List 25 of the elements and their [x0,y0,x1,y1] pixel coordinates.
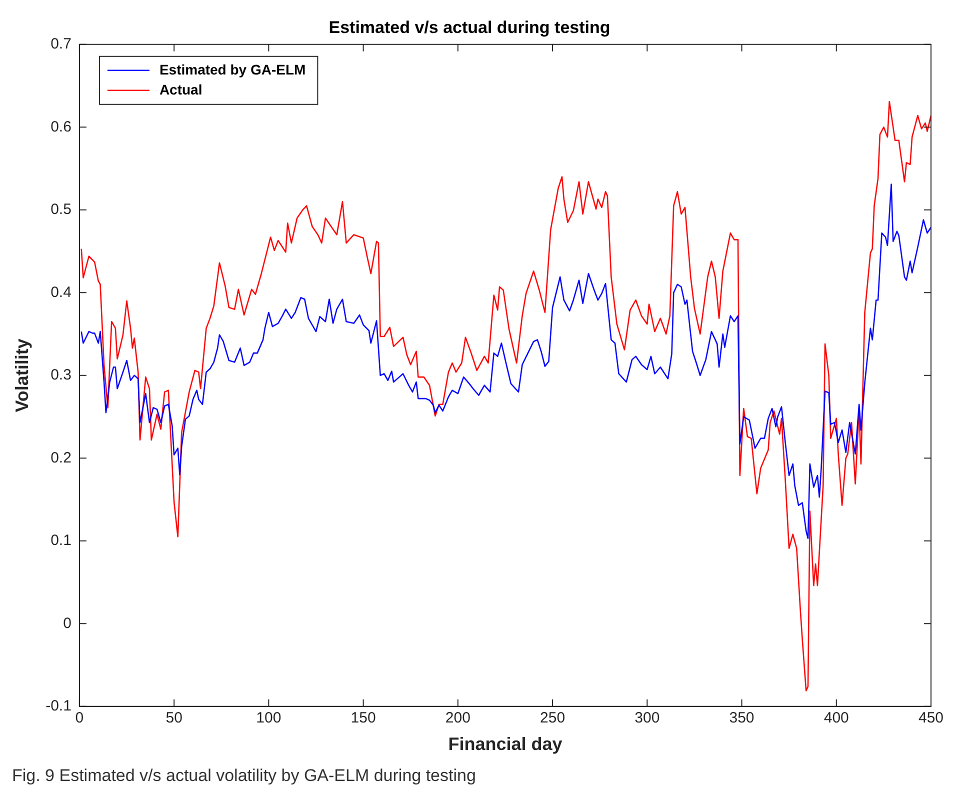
x-tick-label: 300 [634,710,660,727]
x-tick-label: 350 [729,710,754,727]
legend-label: Actual [159,81,202,98]
x-tick-label: 250 [540,710,566,727]
caption: Fig. 9 Estimated v/s actual volatility by GA-ELM during testing [12,766,477,786]
chart-title: Estimated v/s actual during testing [328,18,610,37]
y-tick-label: 0.7 [50,36,72,53]
x-tick-label: 50 [166,710,182,727]
y-tick-label: 0.2 [50,449,72,466]
y-tick-label: 0 [63,614,72,632]
x-tick-label: 200 [445,710,470,727]
legend-label: Estimated by GA-ELM [159,61,306,78]
x-tick-label: 450 [918,710,944,727]
y-tick-label: 0.1 [50,532,72,550]
x-tick-label: 400 [824,710,849,727]
y-tick-label: 0.3 [50,366,72,384]
y-tick-label: 0.5 [50,201,72,218]
y-axis-title: Volatility [12,338,32,412]
x-tick-label: 100 [256,710,282,727]
x-axis-title: Financial day [448,734,562,754]
x-tick-label: 0 [75,710,84,727]
y-tick-label: 0.6 [50,118,72,136]
y-tick-label: -0.1 [46,698,72,715]
x-tick-label: 150 [350,710,376,727]
y-tick-label: 0.4 [50,284,72,301]
